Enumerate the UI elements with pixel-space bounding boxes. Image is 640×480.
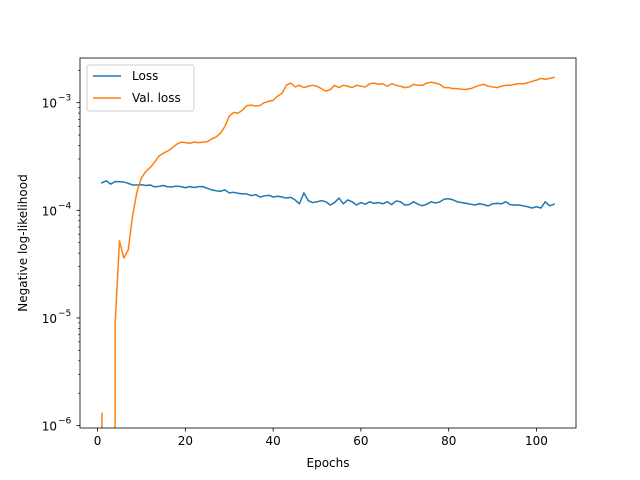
x-axis-ticks: 0 20 40 60 80 100 <box>94 428 548 448</box>
y-tick-label: 10 <box>42 312 57 326</box>
legend-label-val-loss: Val. loss <box>132 91 181 105</box>
y-tick-exponent: −4 <box>58 201 72 211</box>
series-line-loss <box>100 180 556 209</box>
x-tick-label: 20 <box>178 434 193 448</box>
x-axis-label: Epochs <box>307 456 350 470</box>
x-tick-label: 40 <box>265 434 280 448</box>
y-tick-exponent: −6 <box>58 417 72 427</box>
plot-area-background <box>80 58 576 428</box>
x-tick-label: 0 <box>94 434 102 448</box>
y-tick-exponent: −3 <box>58 94 71 104</box>
y-tick-label: 10 <box>42 420 57 434</box>
legend: Loss Val. loss <box>86 64 195 112</box>
x-tick-label: 80 <box>441 434 456 448</box>
legend-label-loss: Loss <box>132 69 158 83</box>
x-tick-label: 60 <box>353 434 368 448</box>
y-tick-exponent: −5 <box>58 309 71 319</box>
y-tick-label: 10 <box>42 204 57 218</box>
series-layer <box>100 76 556 428</box>
y-axis-ticks: 10−610−510−410−3 <box>42 69 80 434</box>
x-tick-label: 100 <box>525 434 548 448</box>
y-tick-label: 10 <box>42 97 57 111</box>
series-line-val-loss <box>101 76 555 428</box>
y-axis-label: Negative log-likelihood <box>16 174 30 311</box>
